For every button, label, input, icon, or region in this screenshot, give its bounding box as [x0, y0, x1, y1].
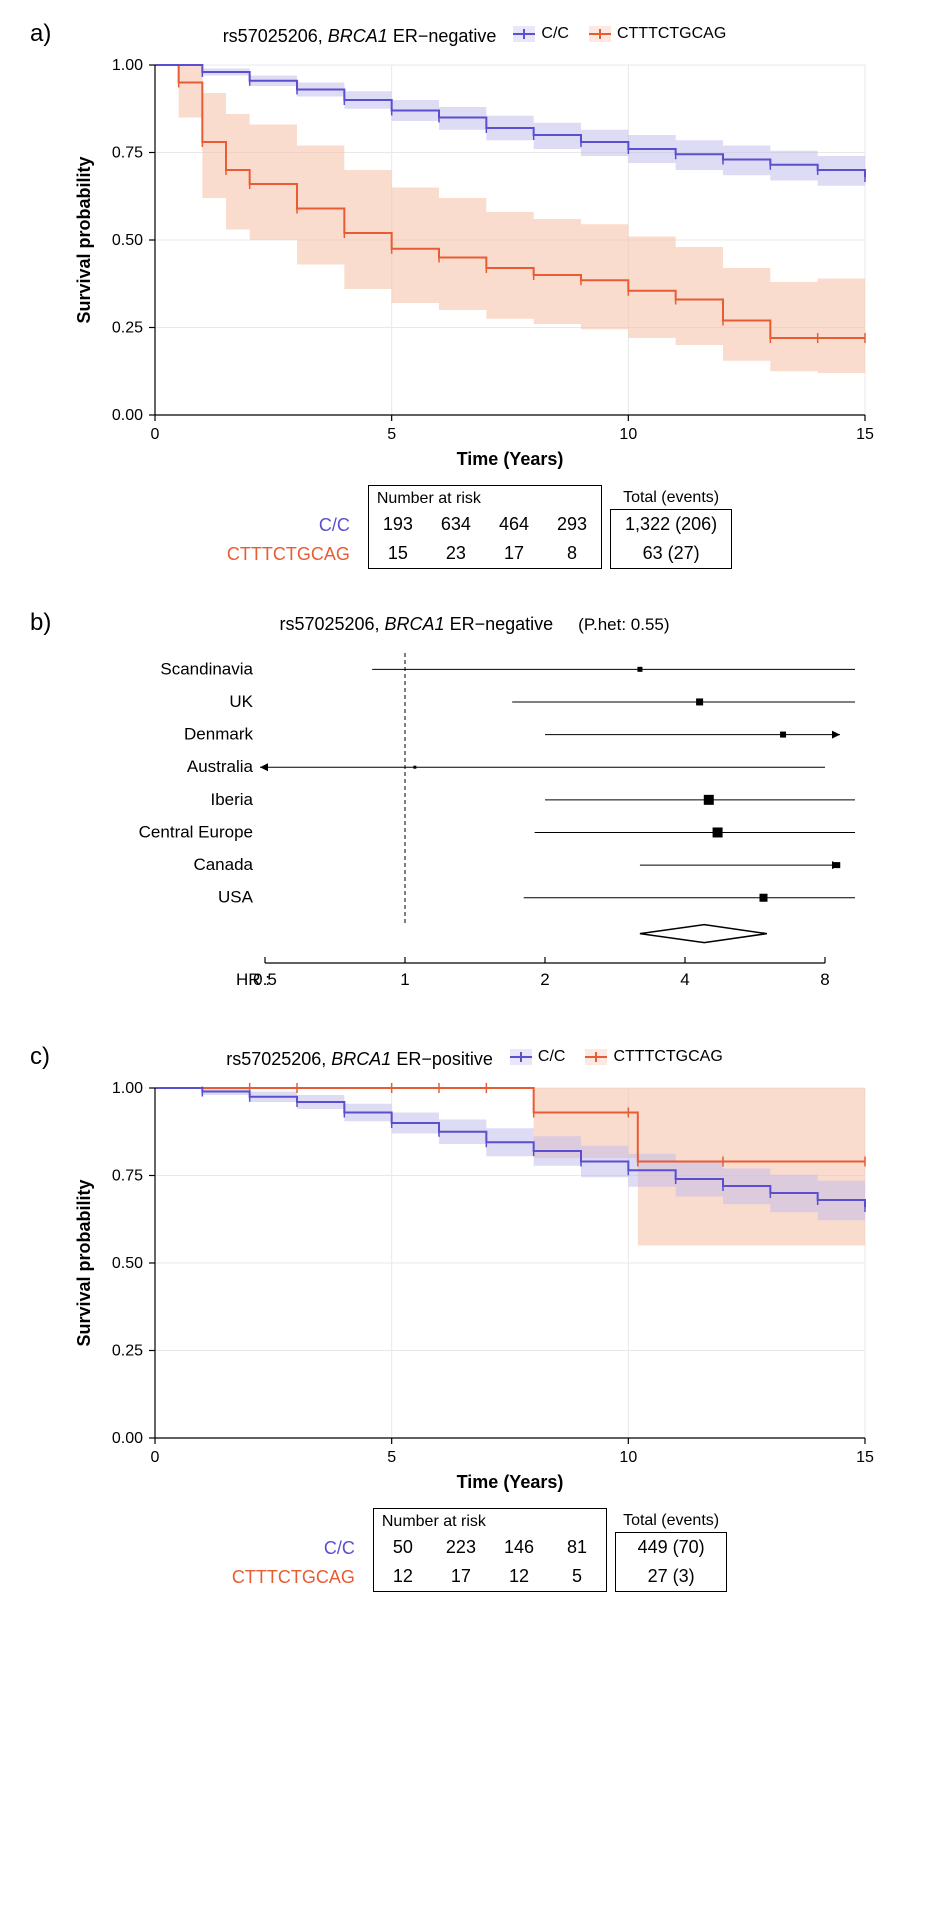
panel-a-legend: C/C CTTTCTGCAG: [513, 25, 726, 43]
title-suffix: ER−positive: [391, 1049, 493, 1069]
risk-cell: 15: [369, 539, 427, 568]
title-italic: BRCA1: [385, 614, 445, 634]
svg-text:15: 15: [856, 426, 874, 443]
legend-label: CTTTCTGCAG: [617, 25, 726, 43]
svg-text:0: 0: [150, 426, 159, 443]
legend-item-ct: CTTTCTGCAG: [589, 25, 726, 43]
title-suffix: ER−negative: [388, 26, 497, 46]
risk-cell: 12: [374, 1562, 432, 1591]
svg-text:10: 10: [619, 426, 637, 443]
panel-b-label: b): [30, 609, 51, 637]
panel-a-title: rs57025206, BRCA1 ER−negative C/C CTTTCT…: [20, 20, 929, 47]
legend-item-cc: C/C: [513, 25, 569, 43]
svg-text:0.50: 0.50: [111, 1255, 142, 1272]
legend-item-ct: CTTTCTGCAG: [585, 1048, 722, 1066]
km-chart-c: 0 5 10 15 0.00 0.25 0.50 0.75 1.00 Time (Years) Su…: [65, 1078, 885, 1498]
svg-text:0.75: 0.75: [111, 1168, 142, 1185]
panel-c-label: c): [30, 1043, 50, 1071]
risk-cell: 5: [548, 1562, 606, 1591]
phet-text: (P.het: 0.55): [578, 615, 669, 634]
risk-table-a: C/CCTTTCTGCAGNumber at risk1936344642931…: [20, 485, 929, 569]
risk-header: Number at risk: [369, 486, 601, 510]
risk-row-label: CTTTCTGCAG: [222, 1563, 365, 1592]
svg-text:USA: USA: [218, 888, 254, 907]
risk-cell: 81: [548, 1533, 606, 1562]
risk-cell: 464: [485, 510, 543, 539]
panel-b: b) rs57025206, BRCA1 ER−negative (P.het:…: [20, 609, 929, 1003]
svg-text:0.75: 0.75: [111, 145, 142, 162]
svg-text:HR :: HR :: [236, 970, 270, 989]
svg-text:Canada: Canada: [193, 855, 253, 874]
title-prefix: rs57025206,: [226, 1049, 331, 1069]
svg-text:1.00: 1.00: [111, 1080, 142, 1097]
svg-text:0.00: 0.00: [111, 407, 142, 424]
panel-a-label: a): [30, 20, 51, 48]
forest-chart-b: Scandinavia UK Denmark Australia Iberia Centr…: [95, 643, 855, 1003]
panel-c-title: rs57025206, BRCA1 ER−positive C/C CTTTCT…: [20, 1043, 929, 1070]
svg-text:2: 2: [540, 970, 549, 989]
risk-table-c: C/CCTTTCTGCAGNumber at risk5022314681121…: [20, 1508, 929, 1592]
risk-header: Number at risk: [374, 1509, 606, 1533]
svg-text:15: 15: [856, 1449, 874, 1466]
risk-cell: 17: [432, 1562, 490, 1591]
risk-cell: 23: [427, 539, 485, 568]
risk-cell: 193: [369, 510, 427, 539]
km-chart-a: 0 5 10 15 0.00 0.25 0.50 0.75 1.00 Time (Years) Su…: [65, 55, 885, 475]
svg-text:Survival probability: Survival probability: [74, 1179, 94, 1346]
risk-cell: 8: [543, 539, 601, 568]
svg-text:0.50: 0.50: [111, 232, 142, 249]
svg-text:1: 1: [400, 970, 409, 989]
legend-label: C/C: [541, 25, 569, 43]
legend-label: C/C: [538, 1048, 566, 1066]
panel-c-legend: C/C CTTTCTGCAG: [510, 1048, 723, 1066]
svg-text:Australia: Australia: [186, 757, 253, 776]
panel-c: c) rs57025206, BRCA1 ER−positive C/C CTT…: [20, 1043, 929, 1592]
svg-text:0.00: 0.00: [111, 1430, 142, 1447]
risk-row-label: C/C: [217, 511, 360, 540]
legend-item-cc: C/C: [510, 1048, 566, 1066]
summary-cell: 1,322 (206): [611, 510, 731, 539]
svg-text:0: 0: [150, 1449, 159, 1466]
title-suffix: ER−negative: [445, 614, 554, 634]
svg-text:UK: UK: [229, 692, 253, 711]
svg-text:0.25: 0.25: [111, 320, 142, 337]
risk-row-label: C/C: [222, 1534, 365, 1563]
title-italic: BRCA1: [328, 26, 388, 46]
svg-text:Denmark: Denmark: [184, 725, 253, 744]
svg-text:1.00: 1.00: [111, 57, 142, 74]
panel-a: a) rs57025206, BRCA1 ER−negative C/C CTT…: [20, 20, 929, 569]
risk-cell: 634: [427, 510, 485, 539]
panel-b-title: rs57025206, BRCA1 ER−negative (P.het: 0.…: [20, 609, 929, 635]
svg-text:4: 4: [680, 970, 689, 989]
risk-cell: 146: [490, 1533, 548, 1562]
summary-cell: 63 (27): [611, 539, 731, 568]
svg-text:Time (Years): Time (Years): [456, 1472, 563, 1492]
svg-text:Scandinavia: Scandinavia: [160, 659, 253, 678]
title-prefix: rs57025206,: [279, 614, 384, 634]
title-prefix: rs57025206,: [223, 26, 328, 46]
risk-cell: 223: [432, 1533, 490, 1562]
svg-text:Survival probability: Survival probability: [74, 156, 94, 323]
title-italic: BRCA1: [331, 1049, 391, 1069]
summary-header: Total (events): [615, 1508, 727, 1532]
risk-cell: 50: [374, 1533, 432, 1562]
legend-label: CTTTCTGCAG: [613, 1048, 722, 1066]
summary-cell: 27 (3): [616, 1562, 726, 1591]
svg-text:Central Europe: Central Europe: [138, 822, 252, 841]
svg-text:8: 8: [820, 970, 829, 989]
risk-cell: 17: [485, 539, 543, 568]
summary-cell: 449 (70): [616, 1533, 726, 1562]
svg-text:Iberia: Iberia: [210, 790, 253, 809]
svg-text:Time (Years): Time (Years): [456, 449, 563, 469]
risk-cell: 293: [543, 510, 601, 539]
summary-header: Total (events): [610, 485, 732, 509]
svg-text:5: 5: [387, 426, 396, 443]
svg-text:10: 10: [619, 1449, 637, 1466]
svg-text:0.25: 0.25: [111, 1343, 142, 1360]
risk-row-label: CTTTCTGCAG: [217, 540, 360, 569]
risk-cell: 12: [490, 1562, 548, 1591]
svg-text:5: 5: [387, 1449, 396, 1466]
